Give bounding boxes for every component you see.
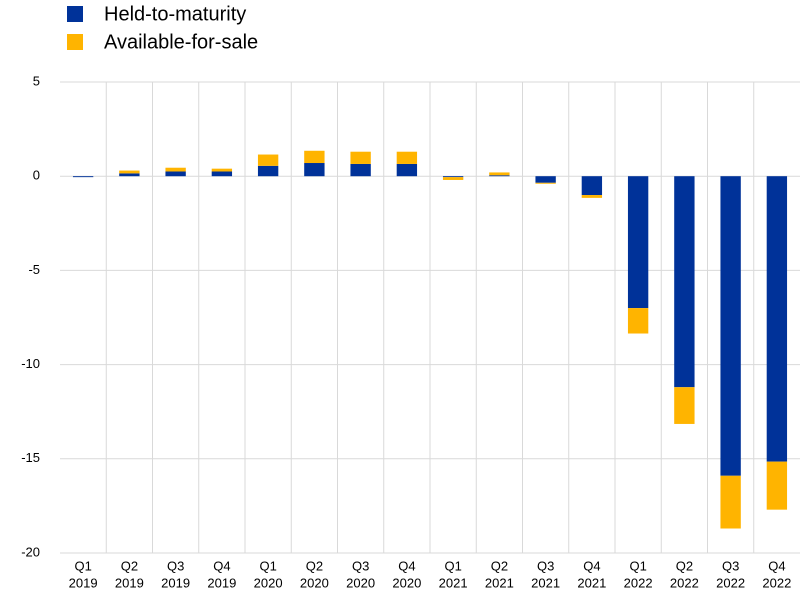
- bar: [535, 176, 556, 183]
- bar: [674, 176, 695, 388]
- x-tick-label: 2019: [69, 575, 98, 590]
- bar: [211, 168, 233, 172]
- bar: [766, 176, 788, 462]
- x-tick-label: Q2: [491, 558, 508, 573]
- bar: [304, 163, 325, 177]
- y-tick-label: -5: [28, 262, 40, 277]
- x-tick-label: Q1: [444, 558, 461, 573]
- x-tick-label: Q1: [629, 558, 646, 573]
- legend-swatch: [67, 6, 83, 22]
- bar: [350, 151, 371, 164]
- x-tick-label: Q3: [722, 558, 739, 573]
- x-tick-label: 2021: [531, 575, 560, 590]
- x-tick-label: 2019: [207, 575, 236, 590]
- bar: [627, 176, 649, 309]
- bar: [442, 176, 464, 178]
- x-tick-label: 2020: [346, 575, 375, 590]
- x-tick-label: Q2: [676, 558, 693, 573]
- x-tick-label: 2021: [439, 575, 468, 590]
- x-tick-label: Q2: [121, 558, 138, 573]
- bar: [535, 182, 556, 184]
- bar: [72, 176, 94, 178]
- x-tick-label: 2022: [762, 575, 791, 590]
- bar: [257, 154, 279, 166]
- x-tick-label: 2022: [670, 575, 699, 590]
- y-tick-label: 0: [33, 168, 40, 183]
- legend-label: Available-for-sale: [104, 31, 258, 53]
- bar: [674, 387, 695, 424]
- x-tick-label: Q1: [259, 558, 276, 573]
- bar: [257, 165, 279, 177]
- x-tick-label: 2021: [577, 575, 606, 590]
- bar: [489, 175, 510, 177]
- x-tick-label: Q4: [768, 558, 785, 573]
- x-tick-label: Q4: [213, 558, 230, 573]
- x-tick-label: 2020: [254, 575, 283, 590]
- bar: [396, 163, 418, 177]
- x-tick-label: 2021: [485, 575, 514, 590]
- x-tick-label: Q3: [352, 558, 369, 573]
- bar: [581, 176, 603, 196]
- bar: [119, 170, 140, 174]
- x-tick-label: Q4: [583, 558, 600, 573]
- x-tick-label: Q3: [167, 558, 184, 573]
- bar: [720, 176, 741, 476]
- bar: [627, 308, 649, 334]
- x-tick-label: 2019: [115, 575, 144, 590]
- x-tick-label: Q1: [74, 558, 91, 573]
- x-tick-label: 2022: [716, 575, 745, 590]
- bar: [165, 171, 186, 177]
- y-tick-label: -15: [21, 450, 40, 465]
- bar: [720, 475, 741, 529]
- x-tick-label: Q4: [398, 558, 415, 573]
- x-tick-label: Q2: [306, 558, 323, 573]
- bar: [304, 150, 325, 164]
- bar: [396, 151, 418, 164]
- bar: [581, 195, 603, 198]
- x-tick-label: 2022: [624, 575, 653, 590]
- legend-label: Held-to-maturity: [104, 3, 246, 25]
- bar: [489, 172, 510, 176]
- bar: [165, 167, 186, 172]
- bar: [119, 173, 140, 177]
- bar: [211, 171, 233, 177]
- x-tick-label: Q3: [537, 558, 554, 573]
- x-tick-label: 2019: [161, 575, 190, 590]
- y-tick-label: -20: [21, 544, 40, 559]
- y-tick-label: 5: [33, 73, 40, 88]
- x-tick-label: 2020: [392, 575, 421, 590]
- bar: [350, 163, 371, 177]
- bar: [766, 461, 788, 510]
- legend-swatch: [67, 34, 83, 50]
- x-tick-label: 2020: [300, 575, 329, 590]
- bar: [442, 177, 464, 180]
- y-tick-label: -10: [21, 356, 40, 371]
